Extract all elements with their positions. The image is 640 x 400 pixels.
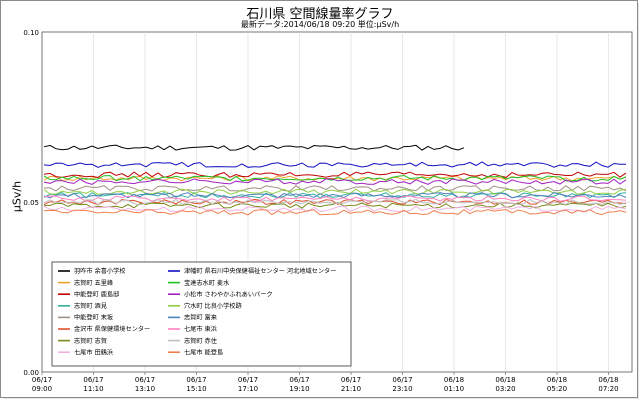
x-tick-time: 15:10 bbox=[186, 385, 206, 393]
legend-entry: 志賀町 富来 bbox=[184, 314, 217, 322]
series-line bbox=[43, 174, 627, 182]
x-tick-date: 06/18 bbox=[598, 376, 618, 384]
x-tick-date: 06/17 bbox=[289, 376, 309, 384]
y-tick-label: 0.10 bbox=[23, 29, 39, 37]
series-line bbox=[43, 198, 627, 206]
x-tick-date: 06/18 bbox=[495, 376, 515, 384]
x-tick-time: 21:10 bbox=[341, 385, 361, 393]
x-tick-time: 13:10 bbox=[135, 385, 155, 393]
legend-entry: 志賀町 赤住 bbox=[184, 337, 217, 345]
legend-entry: 七尾市 田鶴浜 bbox=[74, 348, 113, 356]
x-tick-time: 11:10 bbox=[83, 385, 103, 393]
x-tick-date: 06/18 bbox=[547, 376, 567, 384]
series-line bbox=[43, 171, 627, 179]
legend-entry: 志賀町 志賀 bbox=[74, 337, 107, 345]
legend-entry: 七尾市 東浜 bbox=[184, 325, 217, 333]
x-tick-time: 09:00 bbox=[32, 385, 52, 393]
x-tick-time: 19:10 bbox=[289, 385, 309, 393]
legend-entry: 中能登町 末坂 bbox=[74, 314, 113, 322]
x-tick-date: 06/17 bbox=[83, 376, 103, 384]
x-tick-date: 06/18 bbox=[444, 376, 464, 384]
series-line bbox=[43, 195, 627, 202]
series-line bbox=[43, 205, 627, 213]
legend-entry: 津幡町 県石川中央保健福祉センター 河北地域センター bbox=[184, 267, 336, 275]
series-line bbox=[43, 178, 627, 185]
x-tick-date: 06/17 bbox=[238, 376, 258, 384]
series-line bbox=[43, 144, 465, 151]
legend-entry: 金沢市 県保健環境センター bbox=[74, 325, 150, 333]
chart-title: 石川県 空間線量率グラフ bbox=[246, 7, 394, 22]
legend-entry: 小松市 さわやかふれあいパーク bbox=[184, 290, 273, 298]
series-line bbox=[43, 202, 627, 209]
y-tick-label: 0.00 bbox=[23, 369, 39, 377]
x-tick-time: 07:20 bbox=[598, 385, 618, 393]
legend-entry: 穴水町 比良小学校跡 bbox=[184, 302, 242, 310]
x-tick-date: 06/17 bbox=[135, 376, 155, 384]
y-tick-label: 0.05 bbox=[23, 199, 39, 207]
x-tick-date: 06/17 bbox=[341, 376, 361, 384]
series-line bbox=[43, 188, 627, 195]
legend-entry: 七尾市 能登島 bbox=[184, 348, 223, 356]
legend-entry: 志賀町 五里峰 bbox=[74, 279, 113, 287]
x-tick-date: 06/17 bbox=[186, 376, 206, 384]
x-tick-date: 06/17 bbox=[392, 376, 412, 384]
chart-subtitle: 最新データ:2014/06/18 09:20 単位:μSv/h bbox=[240, 20, 400, 29]
series-line bbox=[43, 192, 627, 199]
x-tick-time: 03:20 bbox=[495, 385, 515, 393]
legend-entry: 志賀町 酒見 bbox=[74, 302, 107, 310]
series-line bbox=[43, 208, 627, 216]
x-tick-time: 17:10 bbox=[238, 385, 258, 393]
legend-entry: 羽咋市 余喜小学校 bbox=[74, 267, 125, 275]
x-tick-time: 05:20 bbox=[547, 385, 567, 393]
x-tick-time: 23:10 bbox=[392, 385, 412, 393]
series-line bbox=[43, 191, 627, 199]
x-tick-time: 01:10 bbox=[444, 385, 464, 393]
series-line bbox=[43, 161, 626, 168]
legend-box bbox=[51, 261, 352, 367]
legend-entry: 中能登町 鹿島邸 bbox=[74, 290, 119, 298]
series-line bbox=[43, 198, 627, 206]
x-tick-date: 06/17 bbox=[32, 376, 52, 384]
legend-entry: 宝達志水町 麦水 bbox=[184, 279, 230, 287]
